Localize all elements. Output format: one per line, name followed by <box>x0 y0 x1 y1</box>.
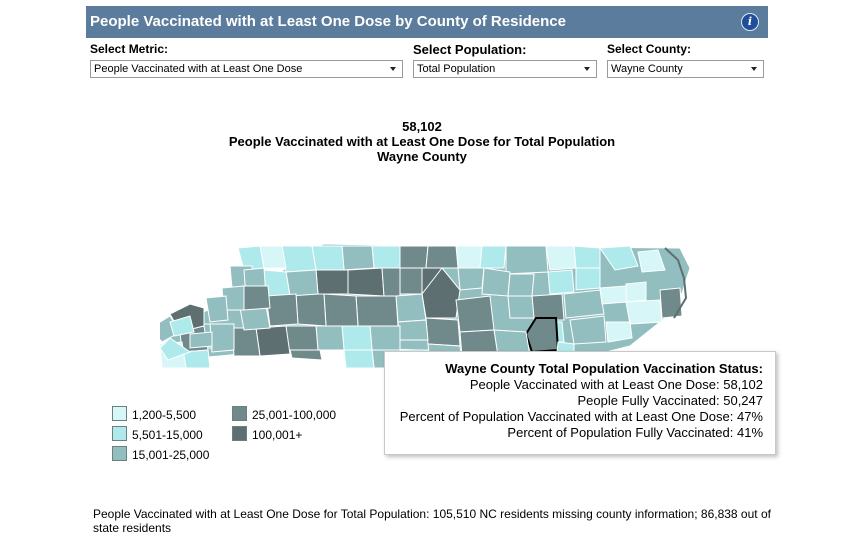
county-northampton[interactable] <box>545 245 577 271</box>
legend-label: 25,001-100,000 <box>252 408 337 422</box>
county-jackson[interactable] <box>189 331 213 349</box>
county-select-value: Wayne County <box>611 63 683 75</box>
county-tooltip: Wayne County Total Population Vaccinatio… <box>384 351 776 455</box>
county-nash[interactable] <box>481 267 511 297</box>
county-washington[interactable] <box>599 285 627 305</box>
legend-label: 100,001+ <box>252 428 303 442</box>
county-surry[interactable] <box>281 245 317 273</box>
county-tyrrell[interactable] <box>625 281 647 303</box>
county-person[interactable] <box>399 245 429 269</box>
county-camden[interactable] <box>637 249 666 273</box>
county-martin[interactable] <box>547 269 575 295</box>
header-bar: People Vaccinated with at Least One Dose… <box>86 6 768 38</box>
county-granville[interactable] <box>425 245 459 269</box>
legend-item-2: 5,501-15,000 <box>112 426 203 442</box>
county-far-west[interactable] <box>160 337 192 361</box>
county-cleveland[interactable] <box>209 323 235 353</box>
county-davie[interactable] <box>285 269 319 297</box>
county-currituck[interactable] <box>599 245 639 271</box>
tooltip-line-percent-one-dose: Percent of Population Vaccinated with at… <box>399 409 763 424</box>
county-dare[interactable] <box>659 287 683 319</box>
county-map[interactable] <box>160 238 700 373</box>
county-vance[interactable] <box>479 245 507 269</box>
county-johnston[interactable] <box>455 295 495 333</box>
county-hyde[interactable] <box>625 299 663 325</box>
county-pamlico[interactable] <box>605 321 633 343</box>
summary-value: 58,102 <box>402 119 442 134</box>
county-rockingham[interactable] <box>341 245 375 271</box>
chevron-down-icon <box>584 67 590 71</box>
county-stanly[interactable] <box>315 325 345 351</box>
county-orange[interactable] <box>399 267 423 295</box>
summary-description: People Vaccinated with at Least One Dose… <box>228 134 616 149</box>
tooltip-line-percent-fully: Percent of Population Fully Vaccinated: … <box>507 425 763 440</box>
county-label: Select County: <box>607 42 692 56</box>
population-select-value: Total Population <box>417 63 496 75</box>
county-craven[interactable] <box>569 315 607 345</box>
legend-label: 5,501-15,000 <box>132 428 203 442</box>
footnote: People Vaccinated with at Least One Dose… <box>93 507 771 535</box>
county-forsyth[interactable] <box>315 269 349 295</box>
outer-banks <box>664 247 688 319</box>
county-beaufort[interactable] <box>563 289 605 319</box>
page-title: People Vaccinated with at Least One Dose… <box>90 13 566 30</box>
county-rowan[interactable] <box>295 293 327 327</box>
county-alamance[interactable] <box>381 267 401 297</box>
county-iredell[interactable] <box>265 293 299 327</box>
county-moore[interactable] <box>369 325 401 351</box>
county-montgomery[interactable] <box>341 325 373 351</box>
county-pitt[interactable] <box>531 293 565 321</box>
county-cabarrus[interactable] <box>285 325 319 351</box>
county-warren[interactable] <box>455 245 483 269</box>
county-davidson[interactable] <box>323 293 359 327</box>
county-randolph[interactable] <box>355 295 399 327</box>
legend-item-1: 1,200-5,500 <box>112 406 196 422</box>
legend-item-4: 25,001-100,000 <box>232 406 336 422</box>
info-icon[interactable]: i <box>742 14 758 30</box>
county-guilford[interactable] <box>347 267 385 297</box>
county-edgecombe[interactable] <box>507 273 535 297</box>
tooltip-title: Wayne County Total Population Vaccinatio… <box>445 361 763 376</box>
metric-select[interactable]: People Vaccinated with at Least One Dose <box>90 60 403 78</box>
county-bertie[interactable] <box>575 267 601 291</box>
legend-swatch <box>112 406 127 421</box>
county-chatham[interactable] <box>395 293 427 323</box>
county-lee[interactable] <box>397 319 429 341</box>
metric-label: Select Metric: <box>90 42 169 56</box>
population-select[interactable]: Total Population <box>413 60 597 78</box>
county-stokes[interactable] <box>311 245 345 271</box>
county-wilson[interactable] <box>507 295 535 319</box>
county-union[interactable] <box>289 349 323 361</box>
population-label: Select Population: <box>413 42 527 57</box>
chevron-down-icon <box>390 67 396 71</box>
county-gaston[interactable] <box>231 327 261 357</box>
legend-swatch <box>112 446 127 461</box>
tooltip-line-one-dose: People Vaccinated with at Least One Dose… <box>469 377 763 392</box>
legend-label: 1,200-5,500 <box>132 408 197 422</box>
county-mecklenburg[interactable] <box>255 325 291 357</box>
legend-swatch <box>232 426 247 441</box>
county-swain[interactable] <box>169 315 195 337</box>
county-catawba[interactable] <box>241 285 271 311</box>
legend-label: 15,001-25,000 <box>132 448 210 462</box>
county-franklin[interactable] <box>457 267 485 291</box>
county-caswell[interactable] <box>371 245 401 269</box>
legend-item-3: 15,001-25,000 <box>112 446 209 462</box>
county-select[interactable]: Wayne County <box>607 60 764 78</box>
tooltip-line-fully: People Fully Vaccinated: 50,247 <box>577 393 764 408</box>
metric-select-value: People Vaccinated with at Least One Dose <box>94 63 303 75</box>
legend-swatch <box>112 426 127 441</box>
chevron-down-icon <box>751 67 757 71</box>
legend-swatch <box>232 406 247 421</box>
summary-county: Wayne County <box>377 149 467 164</box>
county-hertford[interactable] <box>573 245 601 269</box>
county-anson[interactable] <box>343 349 375 369</box>
county-halifax[interactable] <box>505 245 549 275</box>
county-burke[interactable] <box>205 295 229 323</box>
county-harnett[interactable] <box>425 317 461 347</box>
legend-item-5: 100,001+ <box>232 426 302 442</box>
county-wake[interactable] <box>421 267 461 319</box>
